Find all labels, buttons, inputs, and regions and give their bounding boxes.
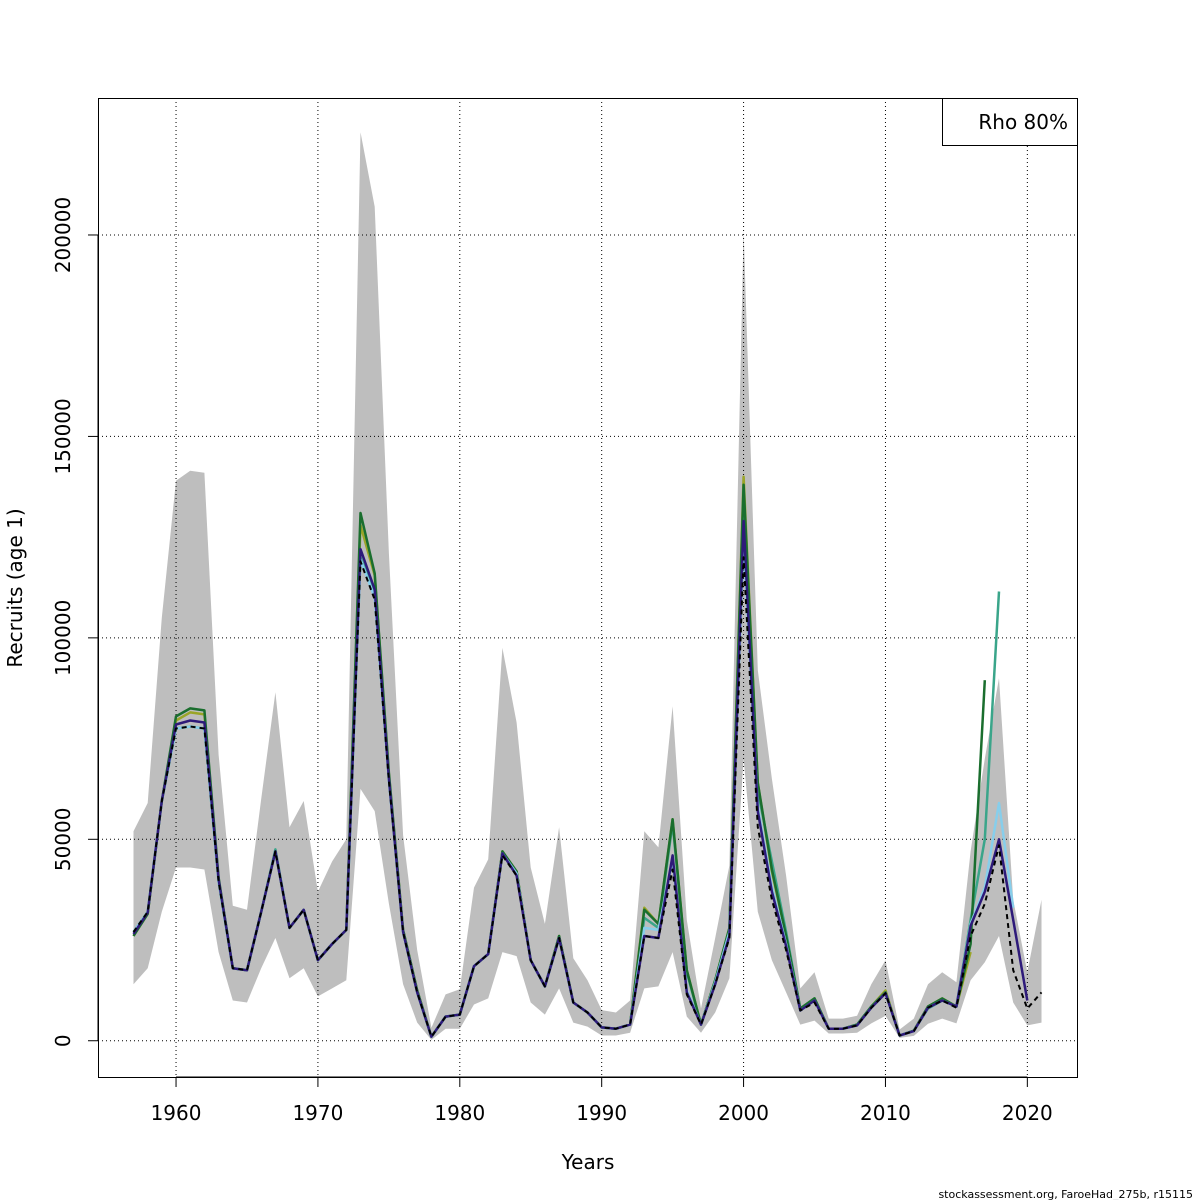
y-tick-label: 50000 (51, 807, 75, 871)
confidence-band (133, 132, 1042, 1040)
x-axis: 1960 1970 1980 1990 2000 2010 2020 (151, 1076, 1053, 1125)
x-tick-label: 2020 (1002, 1101, 1053, 1125)
y-tick-label: 100000 (51, 600, 75, 676)
x-axis-label: Years (561, 1150, 615, 1174)
x-tick-label: 2010 (860, 1101, 911, 1125)
legend: Rho 80% (942, 98, 1078, 146)
y-axis: 0 50000 100000 150000 200000 (51, 197, 99, 1047)
series-layer (132, 475, 1043, 1038)
x-tick-label: 1970 (292, 1101, 343, 1125)
y-axis-label: Recruits (age 1) (3, 508, 27, 667)
x-tick-label: 1960 (151, 1101, 202, 1125)
y-tick-label: 200000 (51, 197, 75, 273)
x-tick-label: 1980 (434, 1101, 485, 1125)
y-tick-label: 0 (51, 1034, 75, 1047)
legend-label: Rho 80% (978, 110, 1068, 134)
x-tick-label: 2000 (718, 1101, 769, 1125)
y-tick-label: 150000 (51, 398, 75, 474)
source-credit: stockassessment.org, FaroeHad_275b, r151… (938, 1188, 1193, 1200)
confidence-band-layer (133, 132, 1042, 1040)
legend-box (942, 98, 1078, 146)
series-line-base (132, 556, 1043, 1038)
x-tick-label: 1990 (576, 1101, 627, 1125)
